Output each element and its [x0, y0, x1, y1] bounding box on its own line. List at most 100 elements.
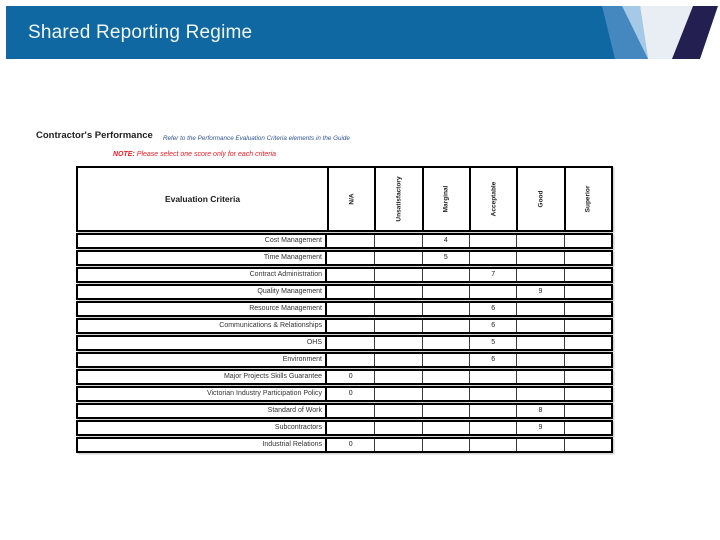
score-cell-marginal [421, 320, 469, 332]
score-cell-superior [563, 286, 611, 298]
score-cell-good [516, 439, 563, 451]
score-cell-unsatisfactory [374, 371, 421, 383]
column-header-unsatisfactory: Unsatisfactory [374, 168, 421, 230]
score-cell-marginal [421, 354, 469, 366]
note-text: Please select one score only for each cr… [136, 151, 277, 158]
score-cell-marginal [421, 405, 469, 417]
score-cell-superior [563, 422, 611, 434]
criteria-label: Resource Management [78, 303, 327, 315]
score-cell-na [327, 269, 374, 281]
criteria-label: Subcontractors [78, 422, 327, 434]
score-cell-unsatisfactory [374, 337, 421, 349]
score-cell-good [516, 320, 563, 332]
score-cell-na [327, 337, 374, 349]
score-cell-acceptable [468, 422, 516, 434]
score-cell-marginal [421, 269, 469, 281]
score-cell-good: 9 [516, 422, 563, 434]
score-cell-acceptable [468, 388, 516, 400]
score-cell-acceptable: 5 [468, 337, 516, 349]
score-cell-acceptable [468, 371, 516, 383]
criteria-label: Contract Administration [78, 269, 327, 281]
criteria-label: Quality Management [78, 286, 327, 298]
note-label: NOTE: [113, 151, 135, 158]
score-cell-marginal [421, 286, 469, 298]
score-cell-na [327, 405, 374, 417]
score-cell-na: 0 [348, 441, 353, 448]
score-cell-acceptable [468, 286, 516, 298]
score-cell-good [516, 371, 563, 383]
criteria-label: Victorian Industry Participation Policy [78, 388, 327, 400]
score-cell-marginal [421, 439, 469, 451]
score-cell-na [327, 252, 374, 264]
score-cell-good: 8 [516, 405, 563, 417]
criteria-label: Communications & Relationships [78, 320, 327, 332]
score-cell-unsatisfactory [374, 422, 421, 434]
performance-evaluation-table: Evaluation Criteria N/A Unsatisfactory M… [76, 166, 613, 453]
score-cell-superior [563, 388, 611, 400]
score-cell-na [327, 286, 374, 298]
form-warning-note: NOTE: Please select one score only for ea… [113, 151, 276, 158]
score-cell-acceptable: 6 [468, 354, 516, 366]
score-cell-marginal [421, 388, 469, 400]
score-cell-marginal: 4 [421, 235, 469, 247]
slide-title: Shared Reporting Regime [28, 21, 253, 43]
score-cell-superior [563, 252, 611, 264]
score-cell-unsatisfactory [374, 388, 421, 400]
score-cell-good [516, 235, 563, 247]
column-header-acceptable: Acceptable [468, 168, 516, 230]
score-cell-unsatisfactory [374, 405, 421, 417]
table-row: Industrial Relations 0 [76, 437, 613, 453]
score-cell-acceptable [468, 252, 516, 264]
score-cell-superior [563, 405, 611, 417]
header-chevron-decoration-icon [602, 6, 718, 59]
score-cell-unsatisfactory [374, 286, 421, 298]
score-cell-unsatisfactory [374, 439, 421, 451]
table-row: Communications & Relationships 6 [76, 318, 613, 334]
form-reference-note: Refer to the Performance Evaluation Crit… [163, 135, 350, 142]
table-row: Time Management 5 [76, 250, 613, 266]
score-cell-marginal [421, 422, 469, 434]
score-cell-marginal [421, 337, 469, 349]
score-cell-acceptable [468, 405, 516, 417]
score-cell-unsatisfactory [374, 235, 421, 247]
score-cell-acceptable: 7 [468, 269, 516, 281]
table-row: Cost Management 4 [76, 233, 613, 249]
score-cell-acceptable [468, 439, 516, 451]
score-cell-good [516, 354, 563, 366]
score-cell-good [516, 303, 563, 315]
score-cell-superior [563, 320, 611, 332]
score-cell-unsatisfactory [374, 303, 421, 315]
score-cell-unsatisfactory [374, 252, 421, 264]
table-row: Environment 6 [76, 352, 613, 368]
criteria-label: Time Management [78, 252, 327, 264]
score-cell-superior [563, 439, 611, 451]
column-header-na: N/A [327, 168, 374, 230]
score-cell-acceptable: 6 [468, 320, 516, 332]
score-cell-na [327, 422, 374, 434]
score-cell-superior [563, 235, 611, 247]
table-row: Contract Administration 7 [76, 267, 613, 283]
score-cell-na [327, 320, 374, 332]
score-cell-superior [563, 303, 611, 315]
score-cell-good [516, 337, 563, 349]
score-cell-acceptable: 6 [468, 303, 516, 315]
score-cell-na [327, 235, 374, 247]
score-cell-na [327, 303, 374, 315]
score-cell-good [516, 252, 563, 264]
criteria-label: Industrial Relations [78, 439, 327, 451]
criteria-header-label: Evaluation Criteria [164, 194, 241, 204]
column-header-superior: Superior [563, 168, 611, 230]
score-cell-superior [563, 337, 611, 349]
criteria-header-cell: Evaluation Criteria [78, 168, 327, 230]
score-cell-na: 0 [348, 390, 353, 397]
table-row: Quality Management 9 [76, 284, 613, 300]
table-row: Resource Management 6 [76, 301, 613, 317]
score-cell-unsatisfactory [374, 269, 421, 281]
table-header-row: Evaluation Criteria N/A Unsatisfactory M… [76, 166, 613, 232]
criteria-label: OHS [78, 337, 327, 349]
score-cell-good [516, 388, 563, 400]
table-row: Subcontractors 9 [76, 420, 613, 436]
criteria-label: Cost Management [78, 235, 327, 247]
score-cell-good [516, 269, 563, 281]
